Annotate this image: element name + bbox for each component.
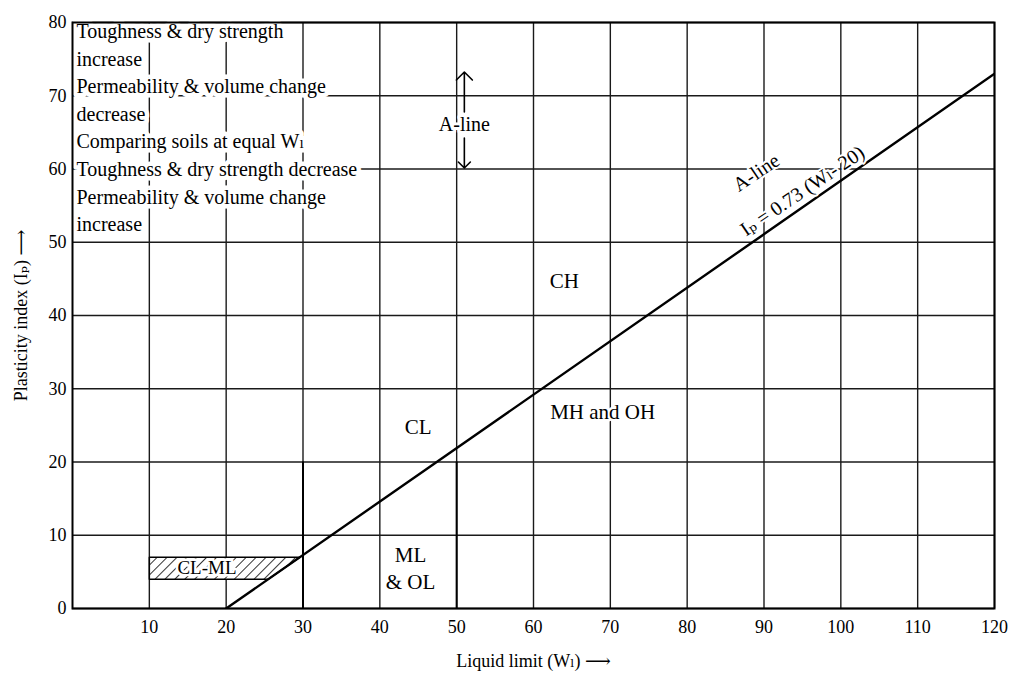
svg-text:0: 0	[58, 598, 67, 618]
svg-text:110: 110	[904, 617, 930, 637]
svg-text:40: 40	[49, 305, 67, 325]
svg-text:70: 70	[49, 86, 67, 106]
svg-text:60: 60	[525, 617, 543, 637]
svg-text:CL: CL	[405, 415, 432, 439]
svg-text:Iₚ = 0.73 (Wₗ- 20): Iₚ = 0.73 (Wₗ- 20)	[736, 141, 869, 241]
svg-text:CH: CH	[550, 269, 579, 293]
svg-text:A-line: A-line	[729, 149, 784, 196]
svg-text:80: 80	[678, 617, 696, 637]
svg-text:MH and OH: MH and OH	[550, 400, 655, 424]
svg-text:ML& OL: ML& OL	[386, 543, 436, 594]
svg-text:50: 50	[448, 617, 466, 637]
svg-text:A-line: A-line	[439, 113, 490, 135]
svg-text:Plasticity index (Iₚ) ⟶: Plasticity index (Iₚ) ⟶	[11, 230, 32, 402]
svg-text:100: 100	[827, 617, 854, 637]
svg-text:80: 80	[49, 12, 67, 32]
svg-text:Liquid limit (Wₗ) ⟶: Liquid limit (Wₗ) ⟶	[456, 651, 611, 672]
svg-text:60: 60	[49, 159, 67, 179]
svg-text:30: 30	[49, 379, 67, 399]
svg-text:20: 20	[217, 617, 235, 637]
svg-text:70: 70	[601, 617, 619, 637]
svg-text:30: 30	[294, 617, 312, 637]
svg-text:10: 10	[140, 617, 158, 637]
svg-text:20: 20	[49, 452, 67, 472]
svg-text:CL-ML: CL-ML	[177, 557, 236, 578]
svg-text:10: 10	[49, 525, 67, 545]
svg-text:90: 90	[755, 617, 773, 637]
svg-text:Toughness & dry strengthincrea: Toughness & dry strengthincreasePermeabi…	[77, 20, 358, 235]
svg-text:50: 50	[49, 232, 67, 252]
svg-text:120: 120	[981, 617, 1008, 637]
svg-text:40: 40	[371, 617, 389, 637]
